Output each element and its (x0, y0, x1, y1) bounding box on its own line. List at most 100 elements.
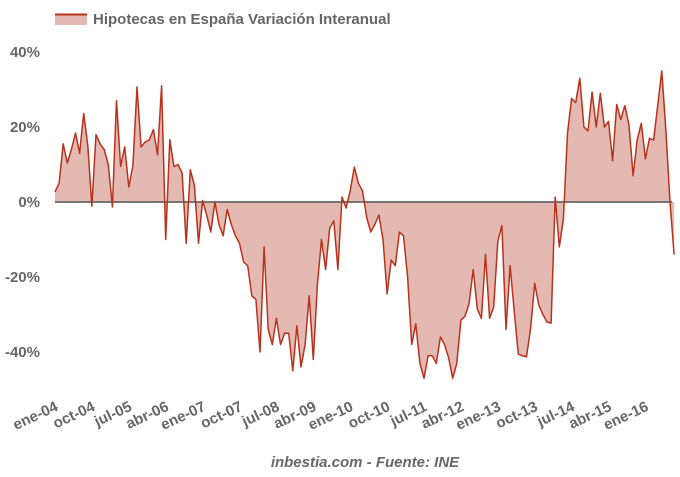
data-point[interactable] (283, 331, 287, 335)
data-point[interactable] (389, 258, 393, 262)
data-point[interactable] (168, 138, 172, 142)
data-point[interactable] (299, 365, 303, 369)
data-point[interactable] (192, 184, 196, 188)
data-point[interactable] (619, 118, 623, 122)
data-point[interactable] (602, 125, 606, 129)
data-point[interactable] (295, 324, 299, 328)
data-point[interactable] (369, 230, 373, 234)
legend[interactable]: Hipotecas en España Variación Interanual (55, 11, 391, 28)
data-point[interactable] (287, 331, 291, 335)
data-point[interactable] (151, 128, 155, 132)
data-point[interactable] (262, 245, 266, 249)
data-point[interactable] (127, 185, 131, 189)
data-point[interactable] (86, 144, 90, 148)
data-point[interactable] (422, 376, 426, 380)
data-point[interactable] (197, 241, 201, 245)
data-point[interactable] (209, 230, 213, 234)
data-point[interactable] (557, 245, 561, 249)
data-point[interactable] (582, 125, 586, 129)
data-point[interactable] (258, 350, 262, 354)
data-point[interactable] (434, 361, 438, 365)
data-point[interactable] (430, 354, 434, 358)
data-point[interactable] (545, 320, 549, 324)
data-point[interactable] (393, 264, 397, 268)
data-point[interactable] (82, 112, 86, 116)
data-point[interactable] (115, 99, 119, 103)
data-point[interactable] (348, 189, 352, 193)
data-point[interactable] (254, 298, 258, 302)
data-point[interactable] (627, 123, 631, 127)
data-point[interactable] (307, 294, 311, 298)
data-point[interactable] (533, 281, 537, 285)
data-point[interactable] (102, 148, 106, 152)
data-point[interactable] (279, 343, 283, 347)
data-point[interactable] (361, 189, 365, 193)
data-point[interactable] (426, 354, 430, 358)
data-point[interactable] (213, 200, 217, 204)
data-point[interactable] (414, 322, 418, 326)
data-point[interactable] (233, 234, 237, 238)
data-point[interactable] (365, 215, 369, 219)
data-point[interactable] (467, 301, 471, 305)
data-point[interactable] (590, 90, 594, 94)
data-point[interactable] (201, 199, 205, 203)
data-point[interactable] (549, 321, 553, 325)
data-point[interactable] (373, 223, 377, 227)
data-point[interactable] (98, 142, 102, 146)
data-point[interactable] (529, 326, 533, 330)
data-point[interactable] (123, 145, 127, 149)
data-point[interactable] (516, 352, 520, 356)
data-point[interactable] (639, 121, 643, 125)
data-point[interactable] (94, 133, 98, 137)
data-point[interactable] (156, 153, 160, 157)
data-point[interactable] (475, 307, 479, 311)
data-point[interactable] (537, 303, 541, 307)
data-point[interactable] (147, 138, 151, 142)
data-point[interactable] (574, 101, 578, 105)
data-point[interactable] (242, 260, 246, 264)
data-point[interactable] (246, 264, 250, 268)
data-point[interactable] (250, 294, 254, 298)
data-point[interactable] (381, 238, 385, 242)
data-point[interactable] (660, 69, 664, 73)
data-point[interactable] (471, 268, 475, 272)
data-point[interactable] (65, 161, 69, 165)
data-point[interactable] (451, 376, 455, 380)
data-point[interactable] (406, 275, 410, 279)
data-point[interactable] (561, 217, 565, 221)
data-point[interactable] (311, 358, 315, 362)
data-point[interactable] (78, 151, 82, 155)
data-point[interactable] (484, 253, 488, 257)
data-point[interactable] (500, 224, 504, 228)
data-point[interactable] (57, 181, 61, 185)
data-point[interactable] (656, 104, 660, 108)
data-point[interactable] (180, 171, 184, 175)
data-point[interactable] (74, 131, 78, 135)
data-point[interactable] (553, 195, 557, 199)
data-point[interactable] (315, 283, 319, 287)
data-point[interactable] (106, 163, 110, 167)
data-point[interactable] (225, 208, 229, 212)
data-point[interactable] (274, 316, 278, 320)
data-point[interactable] (496, 239, 500, 243)
data-point[interactable] (90, 204, 94, 208)
data-point[interactable] (525, 355, 529, 359)
data-point[interactable] (504, 328, 508, 332)
data-point[interactable] (541, 313, 545, 317)
data-point[interactable] (586, 129, 590, 133)
data-point[interactable] (438, 335, 442, 339)
data-point[interactable] (598, 91, 602, 95)
data-point[interactable] (643, 157, 647, 161)
data-point[interactable] (332, 219, 336, 223)
data-point[interactable] (570, 97, 574, 101)
data-point[interactable] (410, 343, 414, 347)
data-point[interactable] (143, 140, 147, 144)
data-point[interactable] (291, 369, 295, 373)
data-point[interactable] (385, 292, 389, 296)
data-point[interactable] (611, 159, 615, 163)
data-point[interactable] (131, 164, 135, 168)
data-point[interactable] (139, 145, 143, 149)
data-point[interactable] (520, 354, 524, 358)
data-point[interactable] (266, 328, 270, 332)
data-point[interactable] (668, 200, 672, 204)
